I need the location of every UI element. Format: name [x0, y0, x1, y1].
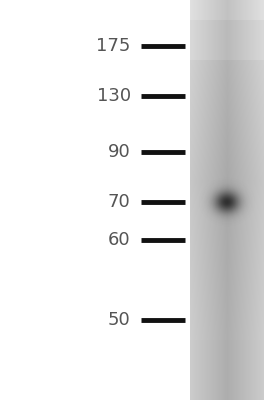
Text: 60: 60 [108, 231, 131, 249]
Text: 90: 90 [108, 143, 131, 161]
Text: 175: 175 [96, 37, 131, 55]
Text: 70: 70 [108, 193, 131, 211]
Text: 130: 130 [97, 87, 131, 105]
Text: 50: 50 [108, 311, 131, 329]
